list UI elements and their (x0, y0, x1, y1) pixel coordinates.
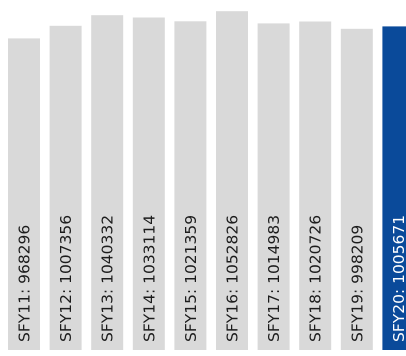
bar-label-sfy17: SFY17: 1014983 (265, 215, 283, 342)
bar-label-sfy16: SFY16: 1052826 (224, 215, 242, 342)
bar-sfy20 (382, 26, 406, 351)
bar-sfy16 (216, 11, 248, 350)
bar-label-sfy13: SFY13: 1040332 (99, 215, 117, 342)
bar-label-sfy14: SFY14: 1033114 (140, 215, 158, 342)
bar-sfy17 (257, 23, 290, 351)
bar-sfy13 (91, 15, 124, 350)
bar-sfy18 (299, 21, 332, 350)
bar-sfy19 (340, 28, 373, 351)
bar-label-sfy18: SFY18: 1020726 (307, 215, 325, 342)
bar-label-sfy12: SFY12: 1007356 (57, 215, 75, 342)
labels-group: SFY11: 968296 SFY12: 1007356 SFY13: 104033… (16, 215, 406, 342)
bar-label-sfy20: SFY20: 1005671 (390, 215, 406, 342)
bar-sfy15 (174, 21, 207, 351)
bar-label-sfy19: SFY19: 998209 (348, 225, 366, 342)
bars-group (8, 11, 406, 351)
bar-sfy14 (132, 17, 165, 350)
bar-label-sfy15: SFY15: 1021359 (182, 215, 200, 342)
bar-sfy12 (49, 25, 82, 351)
bar-sfy11 (8, 38, 40, 351)
bar-label-sfy11: SFY11: 968296 (16, 225, 34, 342)
